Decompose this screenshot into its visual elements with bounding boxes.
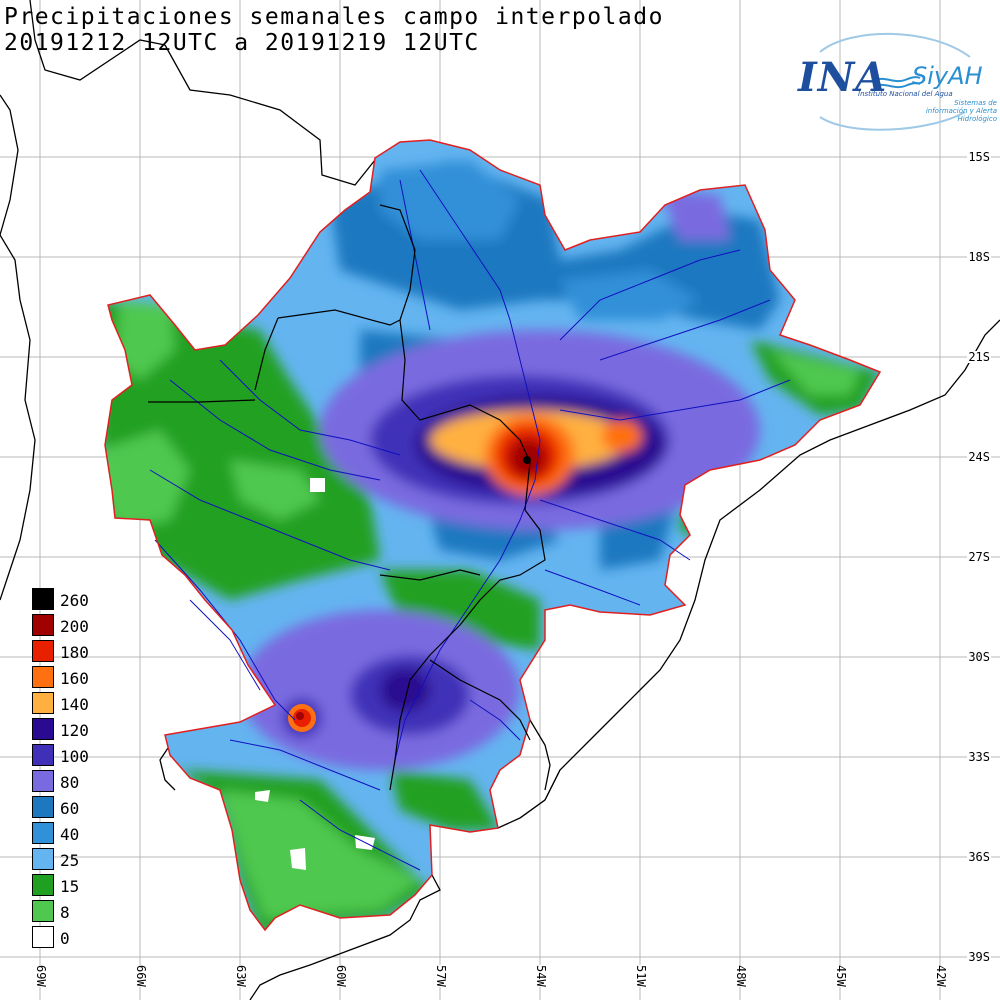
rivers: [149, 169, 791, 871]
legend-swatch: [32, 900, 54, 922]
basin-outline: [104, 139, 882, 932]
legend-label: 25: [60, 851, 80, 870]
lat-label: 24S: [967, 450, 991, 464]
legend-swatch: [32, 614, 54, 636]
logo-ina-text: INA: [798, 54, 888, 101]
lat-label: 27S: [967, 550, 991, 564]
legend-label: 0: [60, 929, 70, 948]
logo-tagline: Sistemas de información y Alerta Hidroló…: [925, 99, 997, 124]
legend-swatch: [32, 588, 54, 610]
legend-label: 8: [60, 903, 70, 922]
legend-swatch: [32, 796, 54, 818]
legend-label: 160: [60, 669, 89, 688]
legend-label: 180: [60, 643, 89, 662]
lat-label: 36S: [967, 850, 991, 864]
lat-label: 18S: [967, 250, 991, 264]
legend-label: 80: [60, 773, 80, 792]
lon-label: 66W: [134, 965, 148, 987]
legend-label: 140: [60, 695, 89, 714]
lon-label: 51W: [634, 965, 648, 987]
lon-label: 45W: [834, 965, 848, 987]
lon-label: 60W: [334, 965, 348, 987]
legend-label: 15: [60, 877, 80, 896]
lon-label: 54W: [534, 965, 548, 987]
legend-swatch: [32, 822, 54, 844]
lon-label: 69W: [34, 965, 48, 987]
legend-label: 100: [60, 747, 89, 766]
logo-institution: Instituto Nacional del Agua: [858, 90, 953, 98]
lon-label: 48W: [734, 965, 748, 987]
legend-swatch: [32, 666, 54, 688]
ina-siyah-logo: INA SiyAH Instituto Nacional del Agua Si…: [790, 32, 1000, 132]
lat-label: 15S: [967, 150, 991, 164]
map-title: Precipitaciones semanales campo interpol…: [4, 4, 664, 30]
precipitation-field: [105, 140, 880, 930]
lat-label: 21S: [967, 350, 991, 364]
legend-label: 60: [60, 799, 80, 818]
logo-emblem-icon: [819, 32, 971, 131]
lon-label: 57W: [434, 965, 448, 987]
legend-swatch: [32, 770, 54, 792]
legend-swatch: [32, 874, 54, 896]
legend-swatch: [32, 640, 54, 662]
lat-label: 39S: [967, 950, 991, 964]
inner-borders: [148, 204, 561, 819]
logo-siyah-text: SiyAH: [912, 62, 983, 90]
legend-swatch: [32, 848, 54, 870]
map-date-range: 20191212 12UTC a 20191219 12UTC: [4, 30, 480, 56]
legend-swatch: [32, 718, 54, 740]
lon-label: 63W: [234, 965, 248, 987]
lat-label: 30S: [967, 650, 991, 664]
lat-label: 33S: [967, 750, 991, 764]
legend-label: 120: [60, 721, 89, 740]
legend-swatch: [32, 744, 54, 766]
lon-label: 42W: [934, 965, 948, 987]
legend-label: 40: [60, 825, 80, 844]
legend-label: 260: [60, 591, 89, 610]
legend-swatch: [32, 926, 54, 948]
legend-swatch: [32, 692, 54, 714]
legend-label: 200: [60, 617, 89, 636]
